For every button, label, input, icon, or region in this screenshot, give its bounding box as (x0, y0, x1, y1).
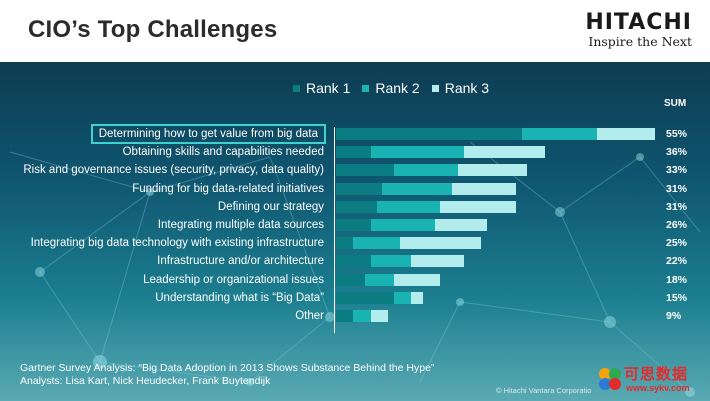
category-label: Risk and governance issues (security, pr… (23, 164, 324, 177)
sum-value: 9% (666, 310, 682, 322)
category-label: Integrating big data technology with exi… (30, 237, 324, 250)
bar-segment-rank-3 (370, 310, 389, 322)
sum-value: 15% (666, 291, 688, 304)
brand-logo: HITACHI Inspire the Next (585, 12, 692, 50)
bar-segment-rank-3 (434, 219, 487, 231)
category-label: Defining our strategy (217, 200, 324, 213)
bar-segment-rank-1 (336, 164, 394, 177)
copyright-text: © Hitachi Vantara Corporatio (496, 386, 592, 395)
brand-tagline: Inspire the Next (588, 34, 692, 49)
legend-swatch-rank-1 (293, 84, 300, 92)
bar-segment-rank-1 (336, 146, 371, 159)
category-label: Other (295, 310, 324, 322)
analysts-line: Analysts: Lisa Kart, Nick Heudecker, Fra… (20, 375, 271, 387)
chart-panel: Rank 1 Rank 2 Rank 3 SUM Determining how… (0, 62, 710, 401)
sum-value: 33% (666, 164, 688, 177)
legend-label: Rank 2 (375, 80, 420, 96)
sum-value: 31% (666, 200, 688, 213)
bar-segment-rank-3 (452, 182, 516, 195)
legend-swatch-rank-3 (431, 84, 439, 92)
legend-item-rank-2: Rank 2 (362, 80, 420, 96)
category-axis-line (334, 127, 335, 333)
bar-segment-rank-2 (353, 237, 400, 250)
sum-value: 26% (666, 219, 688, 231)
bar-segment-rank-2 (370, 146, 464, 159)
bar-segment-rank-2 (382, 182, 452, 195)
page-title: CIO’s Top Challenges (28, 16, 278, 43)
bar-segment-rank-1 (336, 200, 377, 213)
bar-segment-rank-2 (376, 200, 441, 213)
sum-value: 22% (666, 255, 688, 268)
category-label: Integrating multiple data sources (157, 219, 324, 231)
legend-swatch-rank-2 (362, 84, 370, 92)
sum-value: 36% (666, 146, 688, 159)
bar-segment-rank-3 (457, 164, 528, 177)
bar-segment-rank-3 (463, 146, 545, 159)
category-label: Leadership or organizational issues (143, 273, 324, 286)
bar-segment-rank-3 (597, 128, 655, 140)
bar-segment-rank-2 (521, 128, 597, 140)
bar-segment-rank-1 (336, 255, 371, 268)
bar-segment-rank-3 (440, 200, 516, 213)
bar-segment-rank-2 (370, 219, 435, 231)
bar-segment-rank-1 (336, 273, 365, 286)
category-label: Funding for big data-related initiatives (132, 182, 324, 195)
bar-segment-rank-1 (336, 128, 522, 140)
bar-segment-rank-1 (336, 291, 394, 304)
legend-item-rank-3: Rank 3 (431, 80, 490, 96)
category-label: Infrastructure and/or architecture (157, 255, 324, 268)
sum-header: SUM (664, 98, 687, 109)
legend-label: Rank 3 (444, 80, 490, 96)
bar-segment-rank-2 (394, 164, 458, 177)
legend-item-rank-1: Rank 1 (293, 80, 350, 96)
sum-value: 25% (666, 237, 688, 250)
bar-segment-rank-3 (399, 237, 481, 250)
category-label: Determining how to get value from big da… (90, 124, 326, 144)
bar-segment-rank-2 (353, 310, 371, 322)
source-line: Gartner Survey Analysis: “Big Data Adopt… (20, 362, 435, 374)
legend-label: Rank 1 (306, 80, 351, 96)
sum-value: 18% (666, 273, 688, 286)
sum-value: 31% (666, 182, 688, 195)
network-background (9, 141, 701, 397)
chart-legend: Rank 1 Rank 2 Rank 3 (293, 80, 489, 96)
bar-segment-rank-2 (365, 273, 394, 286)
watermark-text: 可思数据 (624, 365, 689, 383)
bar-segment-rank-3 (411, 291, 423, 304)
bar-segment-rank-2 (370, 255, 412, 268)
category-label: Understanding what is “Big Data” (155, 291, 324, 304)
header: CIO’s Top Challenges HITACHI Inspire the… (0, 0, 710, 62)
category-label: Obtaining skills and capabilities needed (122, 146, 324, 159)
bar-segment-rank-2 (394, 291, 412, 304)
bar-segment-rank-1 (336, 237, 354, 250)
bar-segment-rank-1 (336, 219, 371, 231)
source-note: Gartner Survey Analysis: “Big Data Adopt… (20, 362, 434, 388)
watermark-logo-icon (599, 368, 621, 390)
sum-value: 55% (666, 128, 688, 140)
watermark-url: www.sykv.com (626, 383, 690, 393)
bar-segment-rank-1 (336, 310, 354, 322)
bar-segment-rank-1 (336, 182, 383, 195)
watermark: 可思数据 www.sykv.com (596, 363, 706, 397)
bar-segment-rank-3 (394, 273, 441, 286)
bar-segment-rank-3 (411, 255, 464, 268)
brand-name: HITACHI (585, 10, 692, 35)
